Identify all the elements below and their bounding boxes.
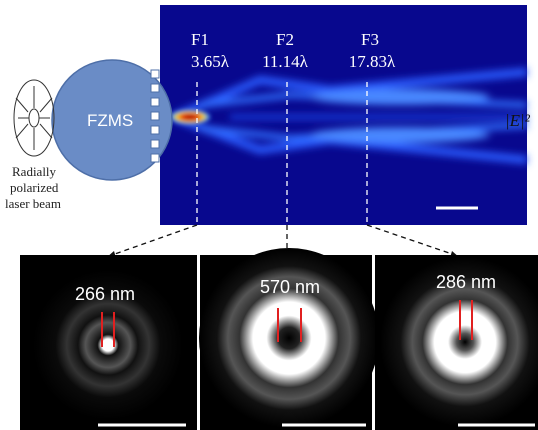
focus-distance: 11.14λ [262, 52, 309, 71]
source-icon [14, 80, 54, 156]
colorbar-label: |E|² [505, 111, 531, 130]
figure: FZMS Radially polarized laser beam |E|² … [0, 0, 538, 430]
panel-size: 286 nm [436, 272, 496, 292]
focus-distance: 17.83λ [349, 52, 396, 71]
focus-label: F2 [276, 30, 294, 49]
source-line: polarized [10, 180, 59, 195]
panel-size: 266 nm [75, 284, 135, 304]
panel: 286 nm [375, 255, 538, 430]
page: FZMS Radially polarized laser beam |E|² … [0, 0, 538, 430]
panel-size: 570 nm [260, 277, 320, 297]
panel: 570 nm [199, 248, 379, 430]
source-line: Radially [12, 164, 57, 179]
hotspot [168, 109, 212, 125]
source-line: laser beam [5, 196, 61, 211]
focus-distance: 3.65λ [191, 52, 230, 71]
lens-zones [151, 70, 159, 162]
source-label: Radially polarized laser beam [5, 164, 62, 211]
panel: 266 nm [20, 255, 197, 430]
lens-label: FZMS [87, 111, 133, 130]
focus-label: F1 [191, 30, 209, 49]
focus-label: F3 [361, 30, 379, 49]
